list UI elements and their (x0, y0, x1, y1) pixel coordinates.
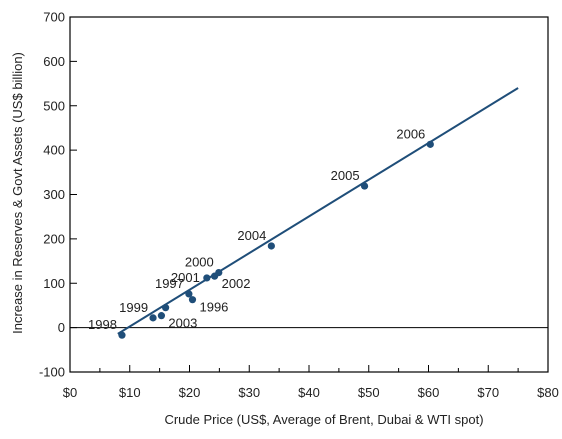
x-tick-label: $40 (298, 385, 320, 400)
data-point (149, 314, 157, 322)
data-point-label: 2004 (237, 228, 266, 243)
data-point-label: 2006 (396, 126, 425, 141)
data-point-label: 2001 (171, 270, 200, 285)
trendline (117, 87, 519, 335)
data-point-label: 2003 (168, 316, 197, 331)
y-axis-title: Increase in Reserves & Govt Assets (US$ … (10, 52, 25, 334)
x-axis-ticks: $0 $10 $20 $30 $40 $50 $60 $70 $80 (63, 365, 559, 400)
data-point-label: 1998 (88, 317, 117, 332)
y-tick-label: 500 (43, 98, 65, 113)
x-tick-label: $10 (119, 385, 141, 400)
data-point (162, 304, 170, 312)
trendline-segment (117, 87, 519, 335)
data-point (157, 312, 166, 320)
y-tick-label: 200 (43, 231, 65, 246)
data-point (118, 331, 126, 339)
x-tick-label: $30 (238, 385, 260, 400)
data-point (203, 274, 211, 282)
x-tick-label: $60 (418, 385, 440, 400)
data-point (188, 296, 197, 304)
data-point-label: 2000 (185, 255, 214, 270)
data-point-label: 2005 (331, 168, 360, 183)
y-tick-label: 400 (43, 143, 65, 158)
data-point (360, 182, 369, 190)
y-axis-ticks: -100 0 100 200 300 400 500 600 700 (39, 10, 77, 380)
data-point (185, 290, 193, 298)
data-point-label: 1999 (119, 300, 148, 315)
x-tick-label: $80 (537, 385, 559, 400)
data-point-label: 1996 (199, 300, 228, 315)
data-point (210, 272, 219, 280)
data-points (118, 140, 434, 339)
data-point (426, 140, 434, 148)
x-tick-label: $20 (179, 385, 201, 400)
data-point-label: 1997 (155, 276, 184, 291)
y-tick-label: 300 (43, 187, 65, 202)
y-tick-label: -100 (39, 365, 65, 380)
x-tick-label: $70 (477, 385, 499, 400)
x-tick-label: $0 (63, 385, 77, 400)
y-tick-label: 100 (43, 276, 65, 291)
y-tick-label: 0 (58, 320, 65, 335)
data-point-label: 2002 (222, 276, 251, 291)
y-tick-label: 700 (43, 10, 65, 25)
x-axis-title: Crude Price (US$, Average of Brent, Duba… (164, 412, 483, 427)
data-point (267, 242, 275, 250)
y-tick-label: 600 (43, 54, 65, 69)
x-tick-label: $50 (358, 385, 380, 400)
